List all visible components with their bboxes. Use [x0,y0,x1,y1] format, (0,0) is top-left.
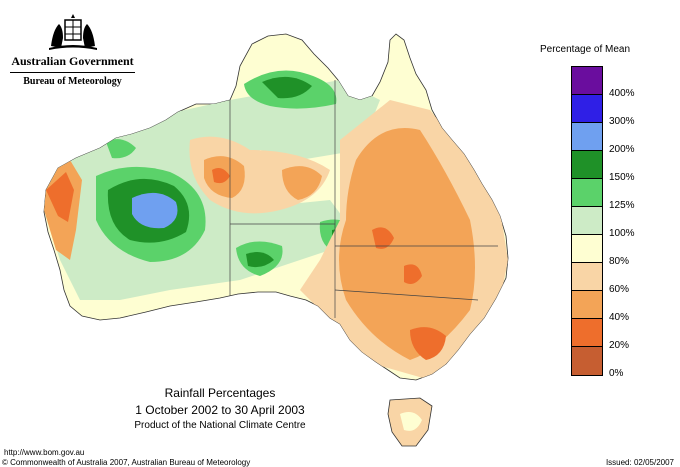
legend-tick-label: 150% [609,172,635,183]
issued-date: Issued: 02/05/2007 [605,458,674,467]
coat-of-arms-icon [48,14,97,50]
legend-swatch [572,95,602,123]
legend-tick-label: 60% [609,284,630,295]
legend-swatch [572,235,602,263]
legend-tick-label: 300% [609,116,635,127]
legend-title: Percentage of Mean [540,44,631,55]
legend-tick-label: 80% [609,256,630,267]
legend-tick-label: 40% [609,312,630,323]
legend-tick-label: 100% [609,228,635,239]
map-title: Rainfall Percentages [164,386,276,400]
legend-tick-label: 125% [609,200,635,211]
bureau-name: Bureau of Meteorology [10,72,135,87]
legend-swatch [572,179,602,207]
government-logo: Australian Government Bureau of Meteorol… [10,12,135,87]
legend-tick-label: 400% [609,88,635,99]
legend-swatch [572,207,602,235]
legend-swatch [572,67,602,95]
government-name: Australian Government [11,54,134,68]
map-period: 1 October 2002 to 30 April 2003 [135,403,305,417]
legend-swatch [572,291,602,319]
legend-swatch [572,123,602,151]
legend-scale [571,66,603,376]
rainfall-zones [44,70,508,380]
website-url: http://www.bom.gov.au [4,448,85,457]
map-producer: Product of the National Climate Centre [134,420,306,431]
copyright-notice: © Commonwealth of Australia 2007, Austra… [2,458,251,467]
legend-tick-label: 20% [609,340,630,351]
legend-swatch [572,263,602,291]
legend-tick-label: 0% [609,368,624,379]
map-title-block: Rainfall Percentages 1 October 2002 to 3… [120,386,320,431]
legend-tick-label: 200% [609,144,635,155]
legend-swatch [572,319,602,347]
legend-swatch [572,151,602,179]
legend-swatch [572,347,602,375]
state-borders [229,80,498,318]
